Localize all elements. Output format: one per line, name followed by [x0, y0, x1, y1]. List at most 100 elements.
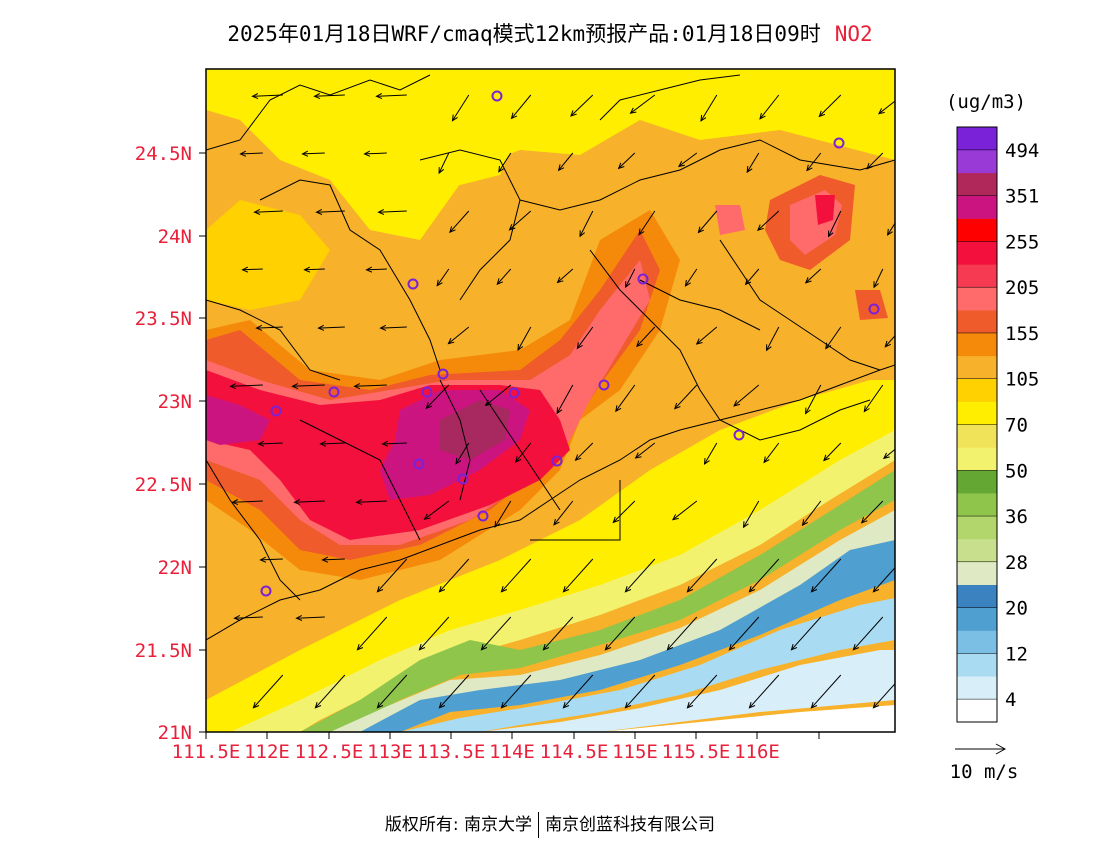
wind-arrowhead	[293, 499, 301, 506]
wind-arrowhead	[860, 516, 868, 524]
wind-arrowhead	[818, 110, 826, 118]
wind-arrow	[304, 268, 325, 271]
wind-arrowhead	[233, 614, 241, 621]
colorbar-label: 494	[1005, 140, 1039, 162]
colorbar-swatch	[957, 561, 997, 585]
wind-arrowhead	[744, 278, 752, 286]
wind-arrowhead	[863, 405, 870, 413]
wind-arrow	[314, 94, 345, 97]
wind-arrow	[494, 500, 512, 528]
colorbar-swatch	[957, 584, 997, 608]
wind-arrow	[357, 616, 388, 651]
colorbar-swatch	[957, 516, 997, 540]
wind-arrow	[685, 268, 698, 287]
colorbar-label: 20	[1005, 598, 1028, 620]
wind-arrow	[618, 152, 636, 169]
lon-label: 112E	[244, 741, 290, 763]
wind-arrow	[745, 268, 760, 285]
wind-arrow	[439, 674, 470, 709]
wind-arrow	[425, 384, 450, 409]
lat-label: 23.5N	[135, 308, 192, 330]
wind-arrowhead	[315, 208, 323, 215]
wind-arrowhead	[884, 340, 891, 348]
wind-arrow	[382, 442, 407, 445]
wind-arrow	[674, 384, 698, 410]
wind-arrowhead	[500, 585, 508, 593]
ocean-far	[600, 705, 895, 732]
boundary-line	[599, 74, 741, 121]
wind-arrowhead	[517, 343, 524, 352]
wind-arrow	[678, 152, 698, 167]
wind-arrowhead	[356, 643, 364, 651]
wind-arrowhead	[556, 407, 563, 415]
wind-arrow	[743, 500, 760, 528]
wind-arrowhead	[763, 456, 770, 464]
coastal-pale-green	[330, 510, 895, 732]
wind-arrowhead	[748, 701, 756, 709]
boundary-line	[206, 299, 341, 381]
station-marker	[551, 455, 563, 467]
wind-arrow	[517, 326, 532, 351]
wind-arrow	[256, 326, 283, 329]
wind-arrow	[380, 326, 407, 329]
boundary-line	[639, 279, 761, 331]
wind-arrowhead	[877, 108, 885, 115]
wind-arrowhead	[629, 107, 637, 114]
wind-arrow	[498, 152, 512, 173]
wind-arrow	[364, 152, 387, 155]
station-marker	[833, 137, 845, 149]
colorbar-label: 70	[1005, 415, 1028, 437]
wind-arrow	[356, 500, 387, 503]
boundary-line	[259, 179, 441, 371]
wind-arrow	[254, 210, 283, 213]
wind-arrowhead	[624, 585, 632, 593]
wind-arrowhead	[638, 228, 645, 236]
wind-arrowhead	[557, 164, 565, 172]
colorbar-label: 50	[1005, 460, 1028, 482]
wind-arrow	[570, 94, 594, 117]
wind-arrow	[873, 682, 895, 709]
wind-arrow	[853, 616, 884, 651]
wind-arrow	[553, 500, 574, 526]
no2-concentration-field	[206, 69, 895, 732]
wind-arrow	[805, 268, 822, 284]
station-marker	[477, 510, 489, 522]
wind-arrowhead	[553, 518, 560, 526]
wind-arrowhead	[574, 454, 582, 462]
wind-arrow	[436, 268, 450, 286]
wind-arrowhead	[313, 93, 321, 100]
lon-label: 116E	[734, 741, 780, 763]
boundary-line	[299, 419, 421, 541]
wind-arrowhead	[810, 585, 818, 593]
station-marker	[437, 368, 449, 380]
lon-label: 114.5E	[540, 741, 609, 763]
wind-arrow	[511, 94, 532, 119]
wind-arrowhead	[251, 93, 259, 100]
wind-arrow	[481, 616, 512, 651]
boundary-line	[206, 74, 431, 151]
wind-arrow	[805, 384, 822, 414]
wind-arrowhead	[355, 499, 363, 506]
title-text: 2025年01月18日WRF/cmaq模式12km预报产品:01月18日09时	[227, 22, 821, 46]
colorbar-swatch	[957, 310, 997, 334]
colorbar-swatch	[957, 332, 997, 357]
wind-arrowhead	[259, 556, 267, 563]
wind-arrow	[791, 616, 822, 651]
wind-arrow	[563, 674, 594, 709]
wind-arrow	[252, 94, 283, 97]
wind-arrow	[354, 384, 387, 387]
wind-arrow	[866, 152, 884, 170]
wind-arrow	[296, 616, 325, 619]
wind-arrowhead	[363, 150, 371, 157]
boundary-line	[719, 239, 881, 371]
wind-arrowhead	[562, 585, 570, 593]
wind-arrowhead	[746, 166, 753, 174]
colorbar-swatch	[957, 172, 997, 196]
wind-arrow	[625, 674, 656, 709]
wind-arrow	[811, 558, 842, 593]
wind-arrowhead	[314, 701, 322, 709]
copyright-footer: 版权所有: 南京大学 南京创蓝科技有限公司	[0, 810, 1100, 838]
wind-arrow	[615, 384, 636, 412]
colorbar-swatch	[957, 378, 997, 402]
wind-arrowhead	[508, 224, 516, 231]
